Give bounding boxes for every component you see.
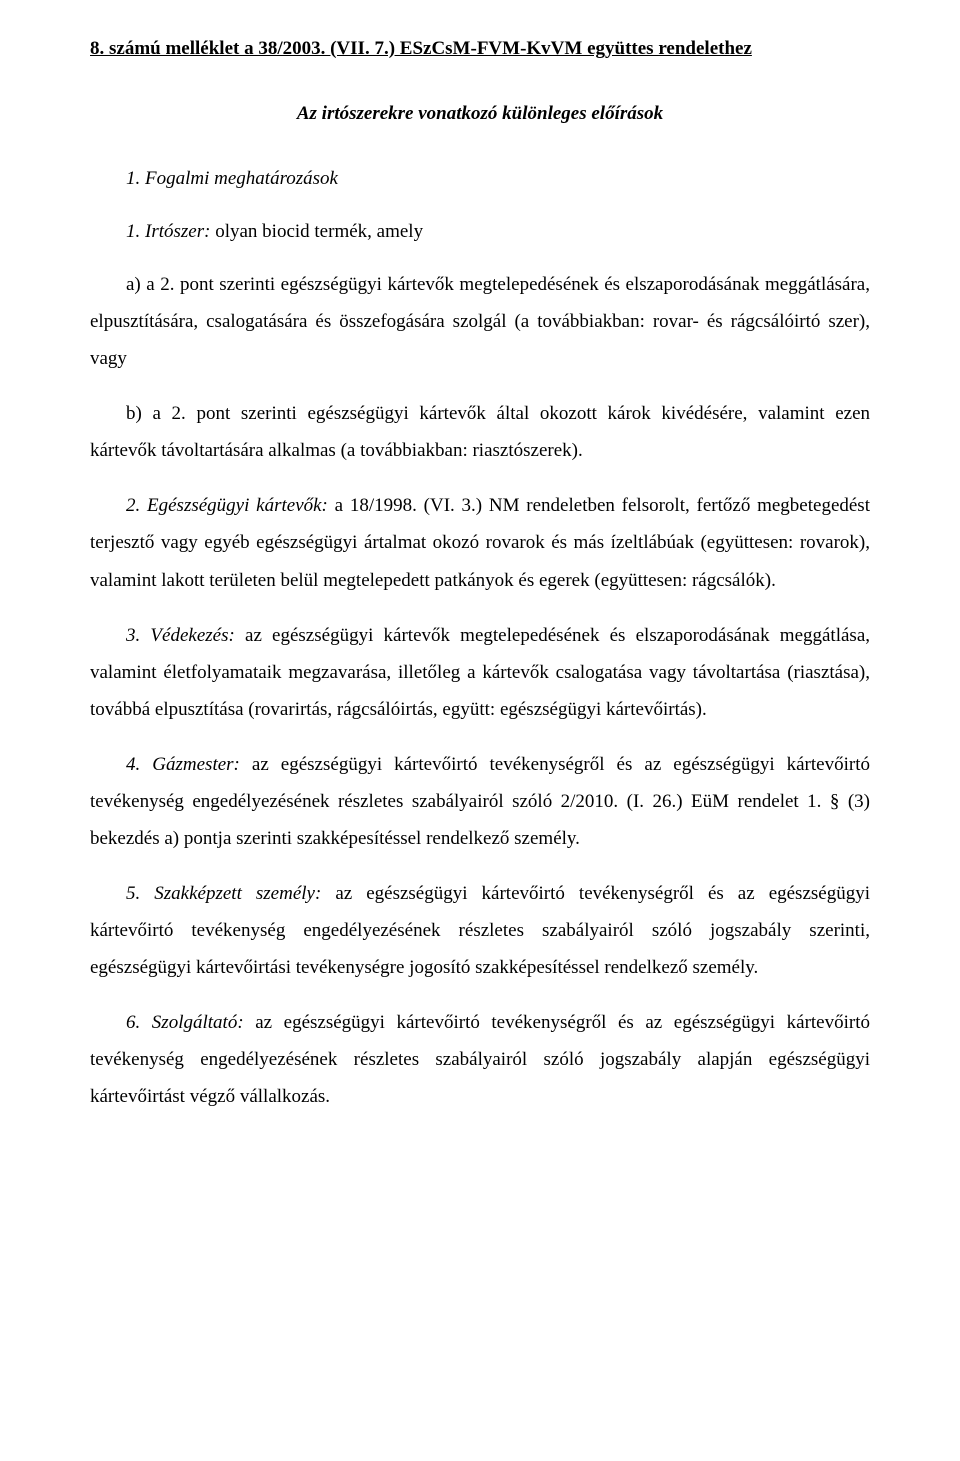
definition-3-term: 3. Védekezés: xyxy=(126,625,235,646)
definition-3: 3. Védekezés: az egészségügyi kártevők m… xyxy=(90,617,870,728)
definition-5-term: 5. Szakképzett személy: xyxy=(126,883,321,904)
definition-5: 5. Szakképzett személy: az egészségügyi … xyxy=(90,875,870,986)
section-heading-1: 1. Fogalmi meghatározások xyxy=(90,160,870,197)
definition-1-text: olyan biocid termék, amely xyxy=(210,221,423,242)
document-subtitle: Az irtószerekre vonatkozó különleges elő… xyxy=(90,95,870,132)
definition-1-intro: 1. Irtószer: olyan biocid termék, amely xyxy=(90,213,870,250)
definition-6: 6. Szolgáltató: az egészségügyi kártevői… xyxy=(90,1004,870,1115)
definition-4-term: 4. Gázmester: xyxy=(126,754,240,775)
definition-1-sub-a: a) a 2. pont szerinti egészségügyi kárte… xyxy=(90,266,870,377)
document-title: 8. számú melléklet a 38/2003. (VII. 7.) … xyxy=(90,30,870,67)
definition-1-term: 1. Irtószer: xyxy=(126,221,210,242)
definition-4: 4. Gázmester: az egészségügyi kártevőirt… xyxy=(90,746,870,857)
definition-6-term: 6. Szolgáltató: xyxy=(126,1012,244,1033)
definition-1-sub-b: b) a 2. pont szerinti egészségügyi kárte… xyxy=(90,395,870,469)
definition-2-term: 2. Egészségügyi kártevők: xyxy=(126,495,328,516)
definition-2: 2. Egészségügyi kártevők: a 18/1998. (VI… xyxy=(90,487,870,598)
